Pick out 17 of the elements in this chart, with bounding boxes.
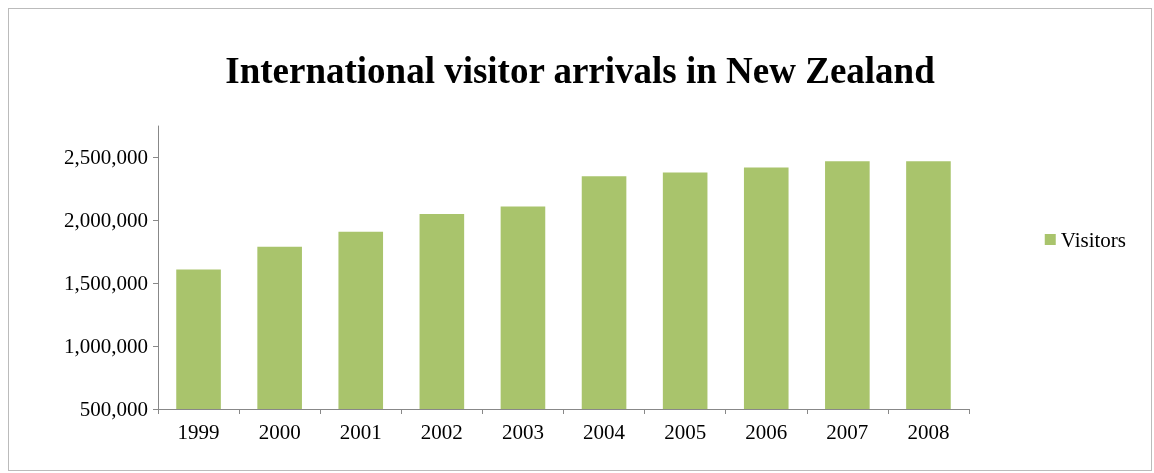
chart-title: International visitor arrivals in New Zealand: [225, 50, 936, 91]
x-tick-label: 2003: [501, 419, 544, 444]
y-tick-label: 2,500,000: [64, 145, 148, 170]
y-tick-label: 2,000,000: [64, 208, 148, 233]
x-tick-label: 1999: [177, 419, 220, 444]
x-tick-label: 2004: [583, 419, 626, 444]
x-tick-label: 2007: [826, 419, 869, 444]
legend-label: Visitors: [1060, 227, 1126, 252]
x-tick-label: 2005: [664, 419, 707, 444]
x-tick-label: 2001: [339, 419, 382, 444]
x-tick-label: 2006: [745, 419, 788, 444]
x-tick-label: 2000: [258, 419, 301, 444]
y-tick-label: 1,500,000: [64, 271, 148, 296]
x-tick-label: 2002: [420, 419, 463, 444]
y-tick-label: 500,000: [79, 397, 148, 421]
x-tick-label: 2008: [907, 419, 950, 444]
y-tick-label: 1,000,000: [64, 334, 148, 359]
